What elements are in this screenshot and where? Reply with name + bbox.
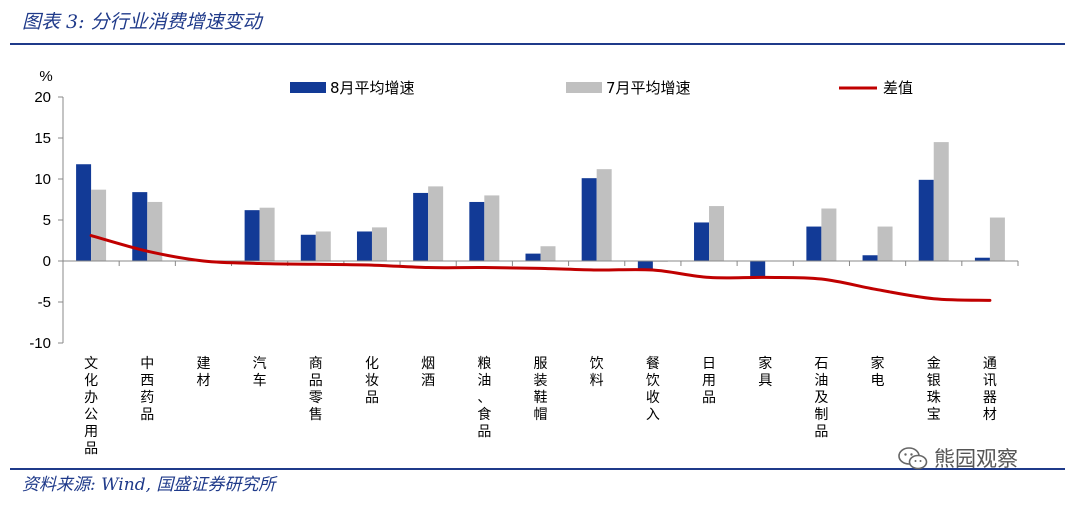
legend: 8月平均增速 7月平均增速 差值 <box>290 79 913 97</box>
bar-jul-7 <box>484 195 500 261</box>
bottom-divider <box>10 468 1065 470</box>
bar-jul-13 <box>821 208 837 261</box>
bar-jul-1 <box>147 201 163 261</box>
line-layer <box>89 234 992 302</box>
y-tick-label: 20 <box>34 89 51 106</box>
axis-layer: -10 -5 0 5 10 15 20% 文化办公用品 中西药品 建材 汽车 商品零售 化妆品 烟酒 粮油、… <box>29 68 1019 457</box>
legend-label-0: 8月平均增速 <box>330 79 415 97</box>
bar-aug-12 <box>750 261 766 278</box>
y-tick-label: 5 <box>43 212 51 229</box>
bar-jul-9 <box>596 169 612 261</box>
legend-label-1: 7月平均增速 <box>606 79 691 97</box>
bar-jul-5 <box>371 227 387 261</box>
bar-aug-8 <box>525 253 541 261</box>
bar-jul-14 <box>877 226 893 261</box>
bar-aug-7 <box>469 201 485 261</box>
bar-jul-11 <box>709 206 725 261</box>
source-note: 资料来源: Wind, 国盛证券研究所 <box>22 475 276 495</box>
bar-aug-16 <box>974 257 990 261</box>
x-tick-label: 中西药品 <box>140 356 154 423</box>
bar-jul-16 <box>989 217 1005 261</box>
wechat-icon <box>898 447 928 470</box>
series-line-diff <box>89 234 992 302</box>
watermark: 熊园观察 <box>898 442 1018 476</box>
bar-aug-13 <box>806 226 822 261</box>
x-tick-label: 饮料 <box>590 356 604 389</box>
y-tick-label: 10 <box>34 171 51 188</box>
bar-aug-4 <box>300 234 316 261</box>
figure-title: 图表 3: 分行业消费增速变动 <box>22 11 262 33</box>
legend-label-2: 差值 <box>883 79 913 97</box>
bar-jul-4 <box>315 231 331 261</box>
x-tick-label: 家电 <box>871 355 885 389</box>
y-tick-label: -10 <box>29 335 51 352</box>
legend-swatch-0 <box>290 82 326 93</box>
bar-aug-5 <box>356 231 372 261</box>
x-tick-label: 金银珠宝 <box>927 356 941 423</box>
bar-aug-9 <box>581 178 597 261</box>
x-tick-label: 服装鞋帽 <box>534 356 548 423</box>
top-divider <box>10 43 1065 45</box>
bar-jul-15 <box>933 142 949 261</box>
bar-aug-0 <box>76 164 92 261</box>
bar-jul-8 <box>540 246 556 261</box>
x-tick-label: 汽车 <box>253 356 267 389</box>
x-tick-label: 粮油、食品 <box>477 356 491 440</box>
watermark-text: 熊园观察 <box>934 447 1018 471</box>
x-tick-label: 建材 <box>196 356 210 389</box>
y-unit-label: % <box>39 68 52 85</box>
y-tick-label: -5 <box>38 294 51 311</box>
bar-jul-6 <box>428 186 444 261</box>
x-tick-label: 化妆品 <box>365 356 379 406</box>
x-tick-label: 商品零售 <box>309 356 323 423</box>
x-tick-label: 烟酒 <box>421 356 435 389</box>
bar-aug-14 <box>862 255 878 261</box>
y-tick-label: 15 <box>34 130 51 147</box>
bar-aug-6 <box>413 192 429 261</box>
bar-jul-3 <box>259 207 275 261</box>
bars-layer <box>76 142 1005 278</box>
x-tick-label: 日用品 <box>702 356 716 406</box>
x-tick-label: 家具 <box>758 355 772 389</box>
bar-jul-0 <box>91 189 107 261</box>
x-tick-label: 石油及制品 <box>814 356 828 440</box>
bar-aug-1 <box>132 192 148 261</box>
bar-aug-15 <box>918 179 934 261</box>
bar-aug-11 <box>694 222 710 261</box>
x-tick-label: 通讯器材 <box>983 356 997 423</box>
legend-swatch-1 <box>566 82 602 93</box>
x-tick-label: 餐饮收入 <box>646 356 660 423</box>
y-tick-label: 0 <box>43 253 51 270</box>
bar-aug-10 <box>637 261 653 271</box>
x-tick-label: 文化办公用品 <box>84 356 98 457</box>
bar-aug-3 <box>244 210 260 261</box>
